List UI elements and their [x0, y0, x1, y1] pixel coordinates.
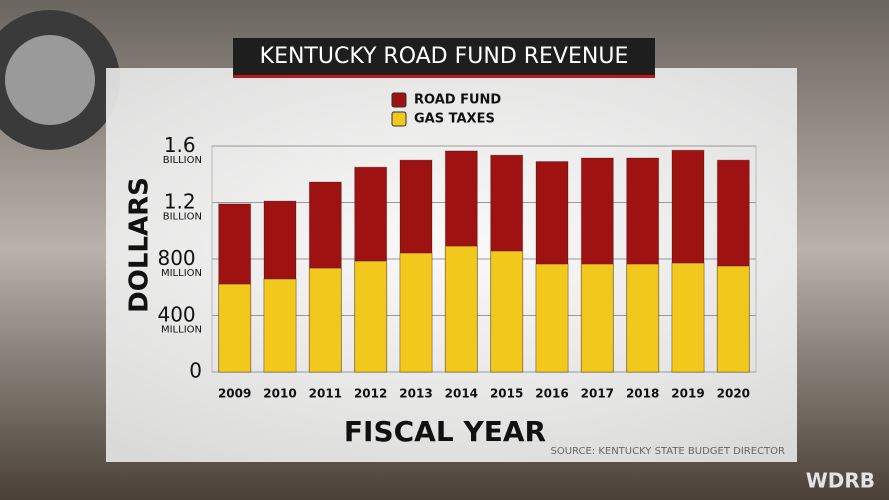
bar: [490, 250, 524, 373]
chart-title: KENTUCKY ROAD FUND REVENUE: [260, 44, 629, 69]
legend-swatch: [391, 111, 407, 127]
legend-label: ROAD FUND: [414, 93, 501, 108]
bar: [671, 262, 705, 373]
x-axis-label: FISCAL YEAR: [344, 415, 546, 448]
y-tick-label: 800 MILLION: [157, 246, 202, 280]
x-tick-label: 2018: [626, 387, 659, 401]
legend-swatch: [391, 92, 407, 108]
x-tick-label: 2011: [309, 387, 342, 401]
y-tick-label: 1.6 BILLION: [163, 133, 202, 167]
watermark: WDRB: [806, 469, 875, 493]
y-tick-unit: MILLION: [161, 268, 202, 279]
bar: [354, 260, 388, 373]
bar: [444, 245, 478, 373]
y-tick-unit: BILLION: [163, 212, 202, 223]
x-tick-label: 2019: [671, 387, 704, 401]
y-tick-number: 400: [157, 302, 202, 326]
bar: [399, 252, 433, 373]
x-tick-label: 2020: [717, 387, 750, 401]
x-tick-label: 2009: [218, 387, 251, 401]
y-axis-label: DOLLARS: [125, 177, 155, 313]
y-tick-label: 1.2 BILLION: [163, 189, 202, 223]
x-tick-label: 2016: [535, 387, 568, 401]
title-box: [233, 38, 655, 75]
y-tick-label: 0: [189, 359, 202, 383]
bar: [263, 278, 297, 373]
bar: [626, 263, 660, 373]
x-tick-label: 2015: [490, 387, 523, 401]
bar: [535, 263, 569, 373]
x-tick-label: 2014: [445, 387, 478, 401]
y-tick-number: 1.2: [164, 189, 202, 213]
legend-label: GAS TAXES: [414, 112, 495, 127]
x-tick-label: 2013: [399, 387, 432, 401]
bar: [580, 263, 614, 373]
source: SOURCE: KENTUCKY STATE BUDGET DIRECTOR: [550, 446, 785, 457]
wheel: [5, 35, 95, 125]
bar: [308, 267, 342, 373]
bar: [218, 283, 252, 373]
x-tick-label: 2017: [581, 387, 614, 401]
title-underline: [233, 75, 655, 78]
y-tick-number: 800: [157, 246, 202, 270]
x-tick-label: 2012: [354, 387, 387, 401]
x-tick-label: 2010: [263, 387, 296, 401]
bar: [716, 265, 750, 373]
y-tick-label: 400 MILLION: [157, 302, 202, 336]
y-tick-unit: BILLION: [163, 155, 202, 166]
y-tick-number: 1.6: [164, 133, 202, 157]
y-tick-unit: MILLION: [161, 325, 202, 336]
